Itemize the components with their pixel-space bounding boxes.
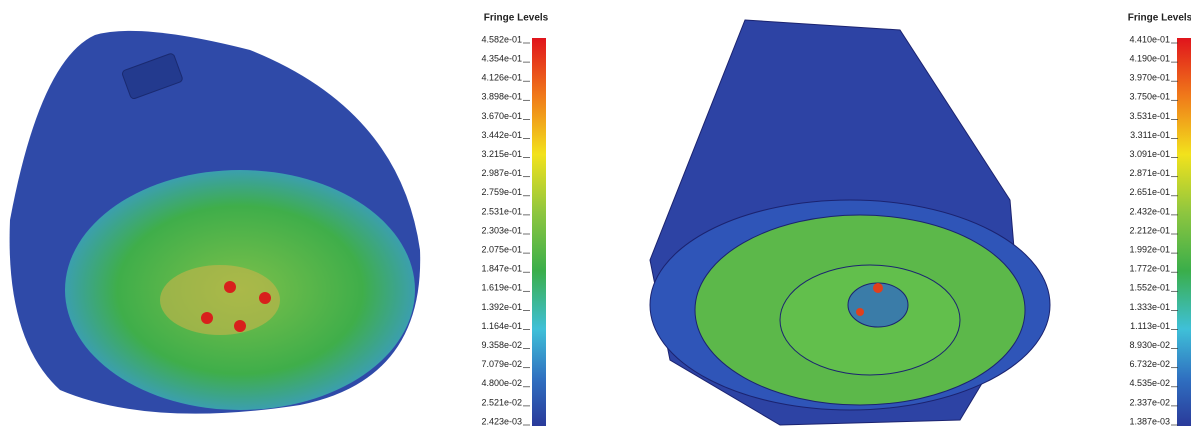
colorbar — [1177, 38, 1191, 426]
legend-level: 1.113e-01 — [1130, 321, 1170, 331]
legend-level: 2.212e-01 — [1129, 225, 1170, 235]
legend-level: 2.303e-01 — [481, 225, 522, 235]
legend-level: 3.311e-01 — [1130, 130, 1170, 140]
legend-level: 9.358e-02 — [481, 340, 522, 350]
legend-level: 1.772e-01 — [1129, 264, 1170, 274]
legend-level: 3.442e-01 — [481, 130, 522, 140]
legend-level: 1.847e-01 — [481, 264, 522, 274]
legend-level: 1.392e-01 — [481, 302, 522, 312]
legend-level: 1.333e-01 — [1129, 302, 1170, 312]
legend-level: 3.898e-01 — [481, 92, 522, 102]
legend-level: 1.992e-01 — [1129, 244, 1170, 254]
legend-level: 3.091e-01 — [1129, 149, 1170, 159]
legend-level: 3.531e-01 — [1129, 111, 1170, 121]
legend-level: 2.432e-01 — [1129, 206, 1170, 216]
legend-level: 2.337e-02 — [1129, 397, 1170, 407]
legend-level: 1.619e-01 — [481, 283, 522, 293]
legend-level: 2.521e-02 — [481, 397, 522, 407]
legend-level: 2.423e-03 — [481, 416, 522, 426]
figure: Fringe Levels Fringe Levels 4.582e-01 4.3… — [0, 0, 1191, 428]
legend-title: Fringe Levels — [1128, 13, 1191, 24]
right-model — [650, 20, 1050, 425]
legend-level: 3.750e-01 — [1129, 92, 1170, 102]
legend-level: 4.800e-02 — [481, 378, 522, 388]
legend-level: 2.871e-01 — [1129, 168, 1170, 178]
legend-level: 4.535e-02 — [1129, 378, 1170, 388]
legend-level: 8.930e-02 — [1129, 340, 1170, 350]
legend-level: 2.531e-01 — [481, 206, 522, 216]
legend-level: 6.732e-02 — [1129, 359, 1170, 369]
colorbar — [532, 38, 546, 426]
legend-title: Fringe Levels — [484, 13, 549, 24]
legend-level: 2.759e-01 — [481, 187, 522, 197]
legend-level: 1.552e-01 — [1129, 283, 1170, 293]
legend-level: 4.582e-01 — [481, 34, 522, 44]
legend-level: 2.987e-01 — [481, 168, 522, 178]
legend-level: 3.970e-01 — [1129, 73, 1170, 83]
legend-level: 3.670e-01 — [481, 111, 522, 121]
legend-level: 4.354e-01 — [481, 53, 522, 63]
legend-level: 4.190e-01 — [1129, 53, 1170, 63]
legend-level: 1.387e-03 — [1129, 416, 1170, 426]
legend-level: 3.215e-01 — [481, 149, 522, 159]
legend-level: 2.651e-01 — [1129, 187, 1170, 197]
left-model — [10, 31, 421, 414]
legend-level: 4.126e-01 — [481, 73, 522, 83]
legend-level: 1.164e-01 — [481, 321, 522, 331]
legend-level: 4.410e-01 — [1129, 34, 1170, 44]
legend-level: 2.075e-01 — [481, 244, 522, 254]
legend-level: 7.079e-02 — [481, 359, 522, 369]
